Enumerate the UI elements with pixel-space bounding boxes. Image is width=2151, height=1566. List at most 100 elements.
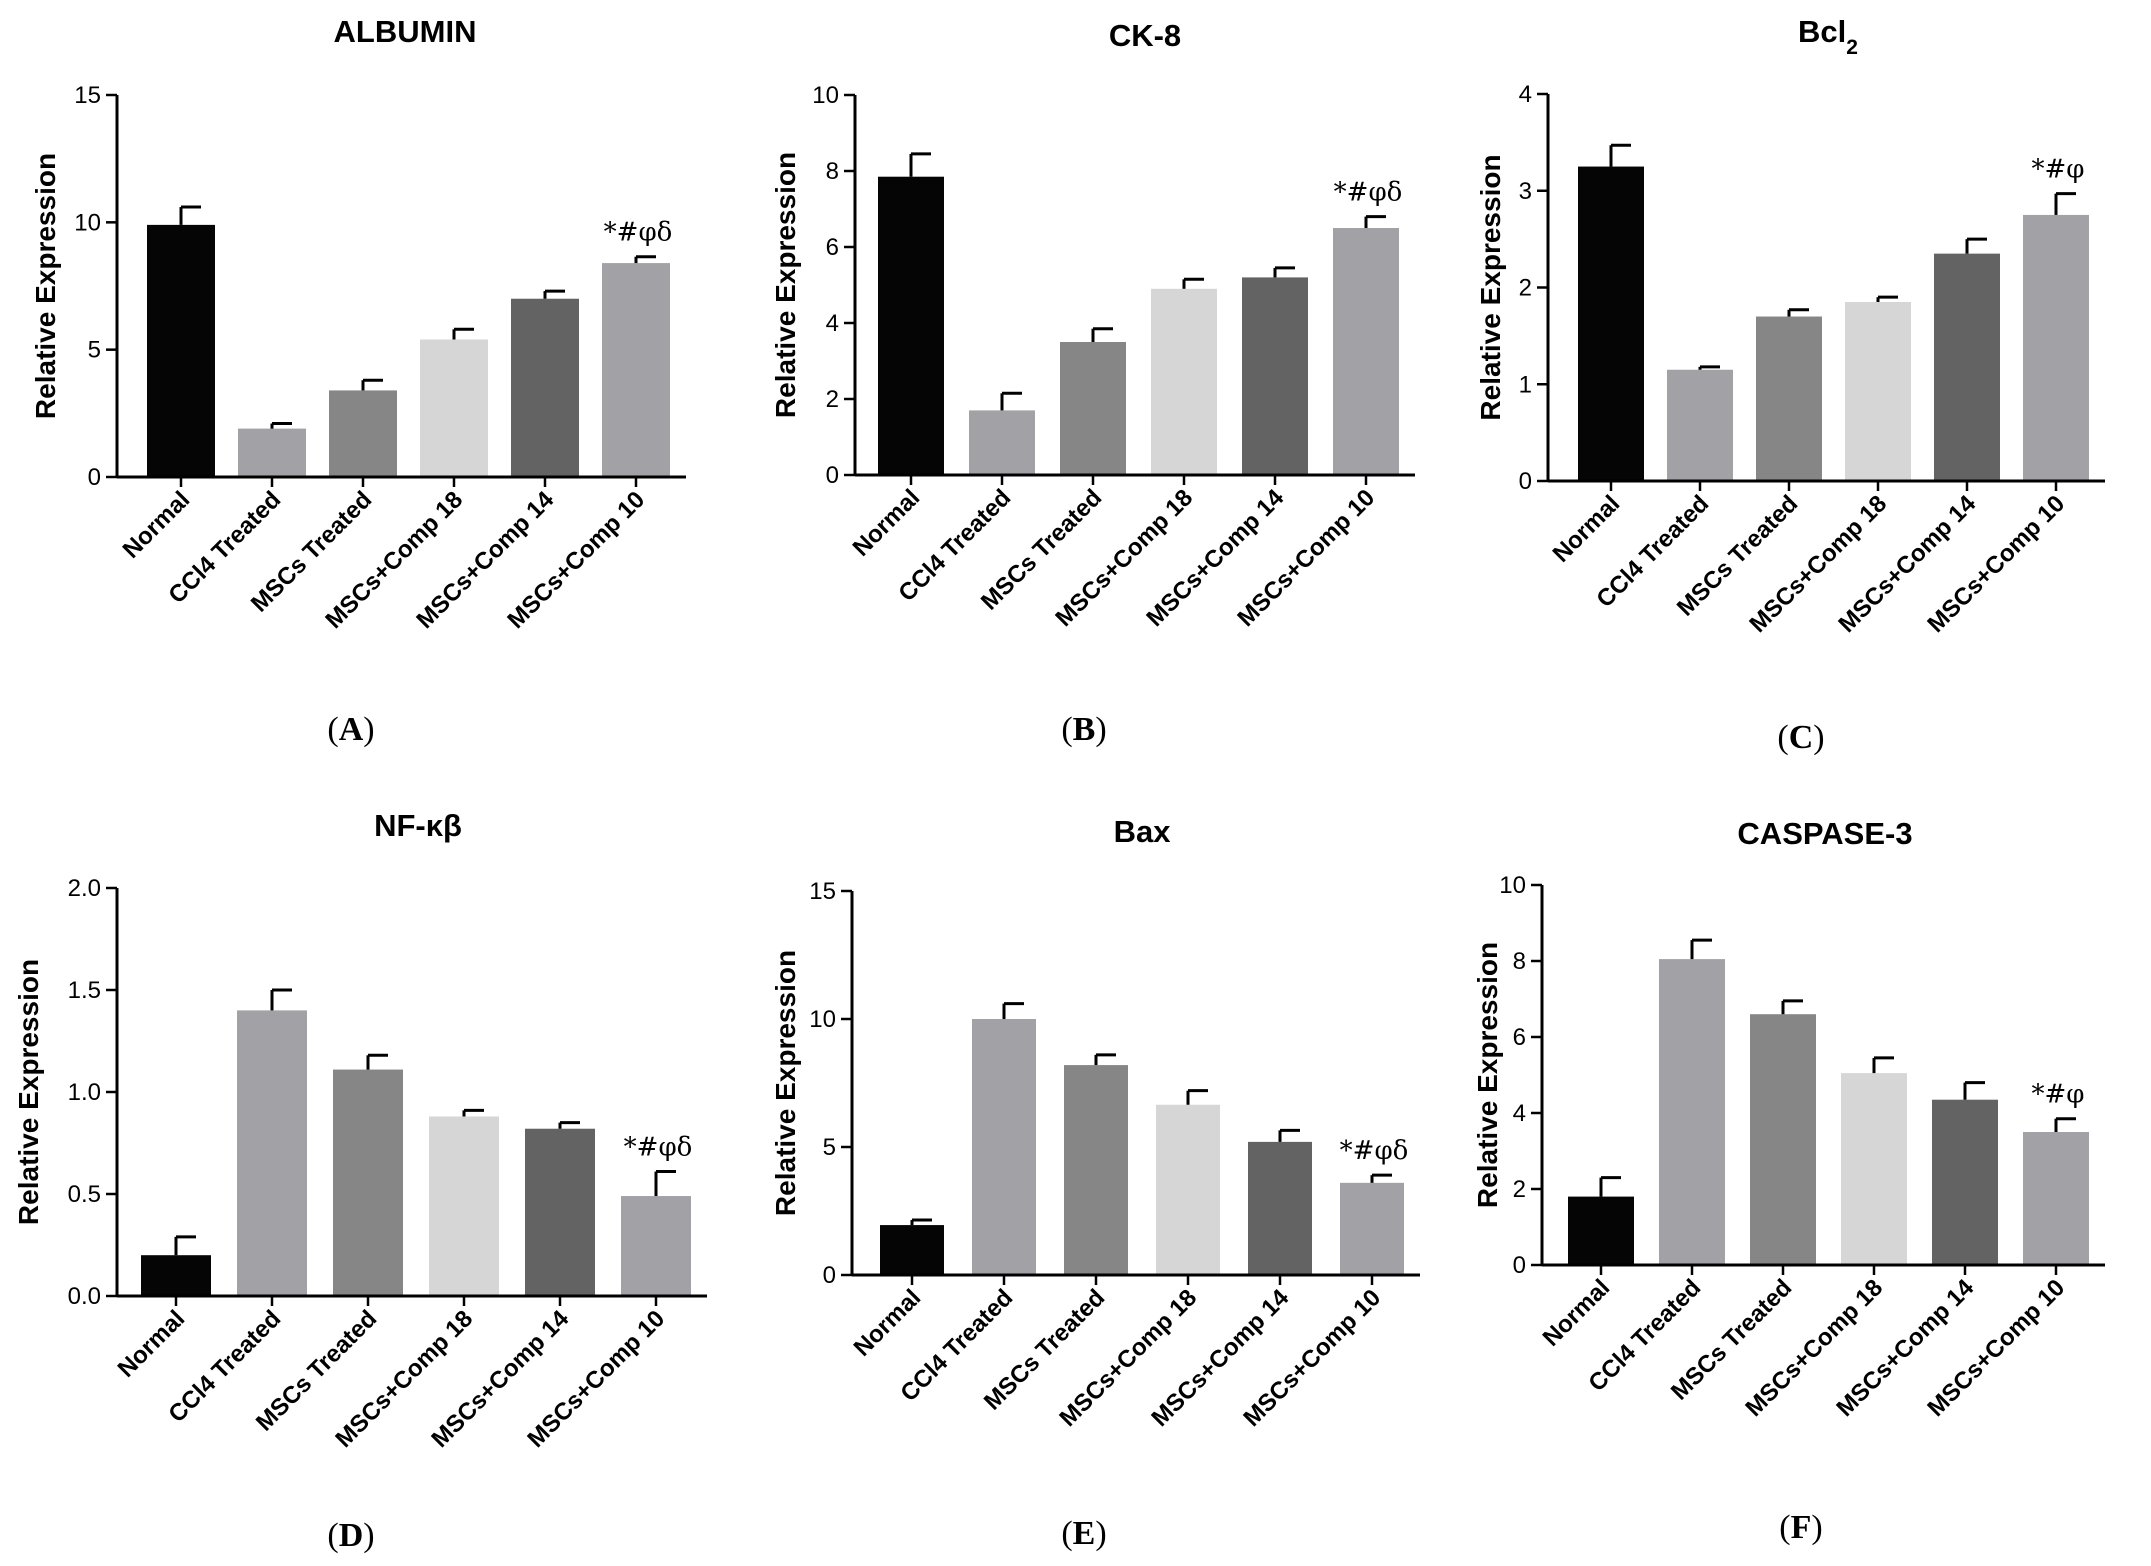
bar [621,1196,691,1296]
bar [1151,288,1217,475]
bar [969,410,1035,475]
panel-label: (F) [1779,1509,1822,1546]
x-tick-label: Normal [1538,1274,1616,1352]
y-tick-label: 2.0 [68,875,101,902]
y-tick-label: 0 [88,464,101,491]
y-tick-label: 8 [826,158,839,185]
y-tick-label: 15 [809,878,836,905]
y-tick-label: 4 [1513,1100,1526,1127]
chart-title: CK-8 [1109,18,1181,53]
y-tick-label: 4 [826,310,839,337]
bar [1568,1196,1634,1265]
y-axis-label: Relative Expression [30,153,61,419]
bar [1667,369,1733,481]
bar [238,428,306,477]
x-tick-label: Normal [849,1284,927,1362]
chart-title: NF-κβ [374,808,462,843]
y-tick-label: 0 [826,462,839,489]
panel-label: (E) [1061,1515,1106,1552]
chart-title-subscript: 2 [1846,36,1858,59]
significance-annotation: *#φ [2032,1080,2085,1110]
y-tick-label: 0.5 [68,1181,101,1208]
bar [1242,277,1308,475]
bar [1333,228,1399,475]
bar [1750,1014,1816,1265]
chart-title: ALBUMIN [334,14,477,49]
y-axis-label: Relative Expression [1475,154,1506,420]
y-tick-label: 0.0 [68,1283,101,1310]
bar [2023,1132,2089,1265]
y-tick-label: 1.0 [68,1079,101,1106]
y-tick-label: 0 [1513,1252,1526,1279]
chart-title: Bcl2 [1798,14,1858,59]
y-tick-label: 1.5 [68,977,101,1004]
bar [1248,1141,1312,1275]
bar [1932,1099,1998,1265]
bar [429,1116,499,1296]
bar [1578,166,1644,481]
significance-annotation: *#φ [2032,155,2085,185]
significance-annotation: *#φδ [624,1133,693,1163]
bar [972,1019,1036,1275]
y-tick-label: 10 [812,82,839,109]
bar [333,1069,403,1296]
y-tick-label: 2 [1519,275,1532,302]
y-tick-label: 3 [1519,178,1532,205]
y-tick-label: 5 [823,1134,836,1161]
bar [1934,253,2000,481]
y-tick-label: 1 [1519,371,1532,398]
y-tick-label: 4 [1519,81,1532,108]
bar [1064,1065,1128,1275]
bar [141,1255,211,1296]
bar [420,339,488,477]
y-tick-label: 10 [74,209,101,236]
y-tick-label: 15 [74,82,101,109]
bar [511,298,579,477]
bar [147,224,215,477]
y-tick-label: 10 [809,1006,836,1033]
y-tick-label: 10 [1499,872,1526,899]
bar [880,1225,944,1275]
bar [1156,1104,1220,1275]
x-tick-label: Normal [118,486,196,564]
panel-letter: D [339,1517,364,1554]
panel-letter: F [1791,1509,1812,1546]
bar [878,176,944,475]
y-axis-label: Relative Expression [770,152,801,418]
y-tick-label: 6 [1513,1024,1526,1051]
x-tick-label: Normal [1548,490,1626,568]
panel-letter: A [339,711,364,748]
y-axis-label: Relative Expression [770,950,801,1216]
x-tick-label: Normal [113,1305,191,1383]
bar [1340,1182,1404,1275]
panel-label: (D) [327,1517,374,1554]
bar [1845,302,1911,481]
bar [1060,342,1126,475]
panel-letter: C [1789,719,1814,756]
bar [329,390,397,477]
y-tick-label: 0 [1519,468,1532,495]
significance-annotation: *#φδ [604,218,673,248]
chart-title: Bax [1114,814,1172,849]
y-tick-label: 0 [823,1262,836,1289]
chart-title: CASPASE-3 [1737,816,1912,851]
panel-letter: E [1073,1515,1096,1552]
panel-letter: B [1073,711,1096,748]
y-tick-label: 2 [826,386,839,413]
panel-label: (A) [327,711,374,748]
y-tick-label: 2 [1513,1176,1526,1203]
panel-label: (C) [1777,719,1824,756]
y-tick-label: 8 [1513,948,1526,975]
y-tick-label: 5 [88,337,101,364]
panel-label: (B) [1061,711,1106,748]
y-axis-label: Relative Expression [1472,942,1503,1208]
bar [602,263,670,477]
x-tick-label: Normal [848,484,926,562]
y-axis-label: Relative Expression [13,959,44,1225]
bar [1756,316,1822,481]
